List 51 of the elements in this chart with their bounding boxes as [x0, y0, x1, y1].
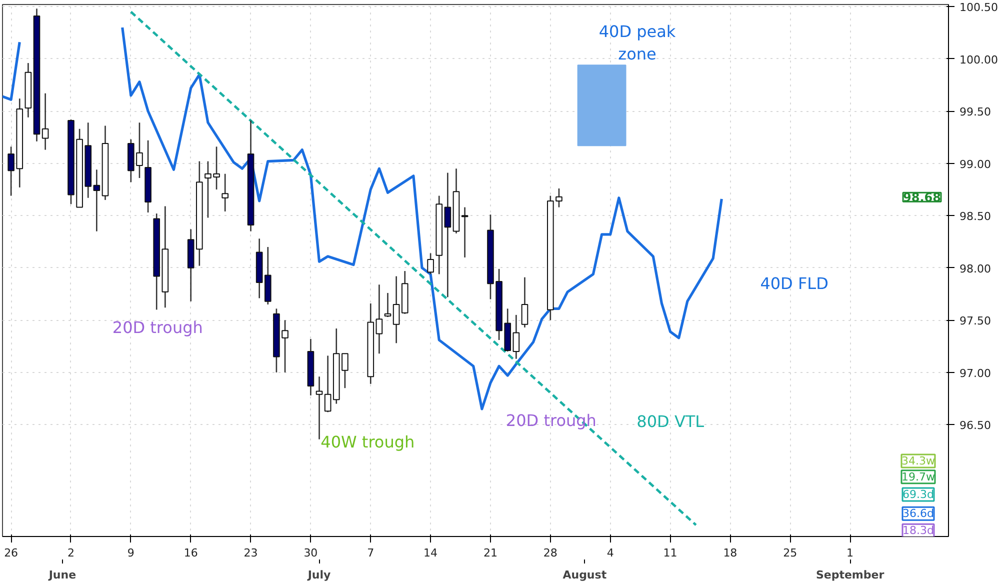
y-tick-label: 96.50	[960, 419, 991, 432]
x-tick-label: 14	[424, 546, 438, 560]
x2-tick-label: September	[816, 568, 885, 582]
x-tick-label: 16	[184, 546, 198, 560]
x-tick-label: 23	[244, 546, 258, 560]
annotation: 40D FLD	[760, 274, 828, 293]
candlestick	[42, 92, 49, 150]
annotation: 69.3d	[902, 488, 934, 501]
x2-tick-label: June	[48, 568, 76, 582]
y-tick-label: 97.50	[960, 314, 991, 328]
x2-tick-label: July	[306, 568, 331, 582]
candlestick	[556, 188, 562, 208]
candlestick	[384, 292, 392, 318]
x-tick-label: 4	[606, 546, 614, 560]
x-tick-label: 7	[367, 546, 374, 560]
candlestick	[324, 355, 332, 413]
candlestick	[427, 252, 434, 275]
x-tick-label: 25	[783, 546, 798, 560]
candlestick	[222, 173, 228, 212]
x-tick-label: 18	[723, 546, 738, 560]
x2-tick-label: August	[562, 568, 607, 582]
candlestick	[316, 376, 323, 440]
x-tick-label: 28	[543, 546, 558, 560]
x-tick-label: 30	[304, 546, 318, 560]
x-tick-label: 9	[127, 546, 134, 560]
y-tick-label: 100.50	[960, 1, 998, 14]
x-tick-label: 1	[846, 546, 854, 560]
candlestick	[376, 284, 383, 354]
annotation: 20D trough	[112, 318, 203, 337]
annotation: 18.3d	[902, 524, 934, 538]
x-tick-label: 26	[4, 546, 18, 560]
y-tick-label: 100.00	[960, 53, 998, 66]
x-tick-label: 11	[663, 546, 678, 560]
y-tick-label: 98.50	[960, 210, 991, 224]
annotation: 40W trough	[320, 432, 415, 452]
candlestick	[521, 276, 528, 328]
annotation: 80D VTL	[636, 412, 704, 432]
x-tick-label: 2	[67, 546, 74, 560]
y-tick-label: 99.00	[960, 158, 991, 171]
annotation: 36.6d	[902, 507, 934, 520]
y-tick-label: 99.50	[960, 106, 991, 119]
y-tick-label: 98.00	[960, 262, 991, 276]
annotation: 40D peak zone	[598, 22, 676, 64]
candlestick	[392, 276, 400, 344]
candlestick	[461, 206, 468, 258]
y-tick-label: 97.00	[960, 366, 991, 380]
annotation: 20D trough	[506, 411, 596, 430]
x-tick-label: 21	[483, 546, 498, 560]
candlestick	[93, 168, 100, 232]
candlestick	[444, 172, 452, 298]
candlestick	[512, 314, 520, 360]
